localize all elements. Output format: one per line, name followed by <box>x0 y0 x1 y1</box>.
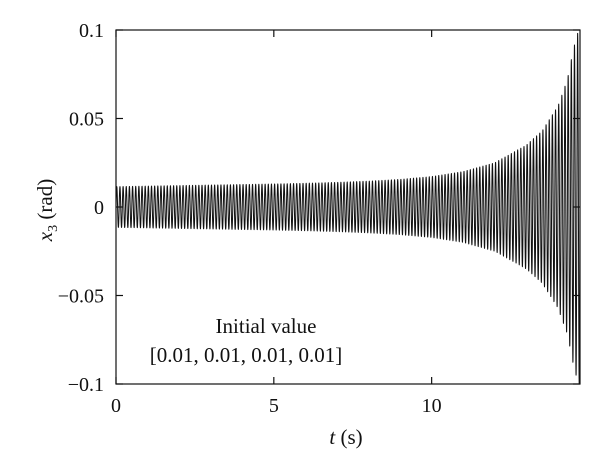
y-tick-labels: 0.1 0.05 0 −0.05 −0.1 <box>58 20 104 396</box>
x-tick-label: 0 <box>111 395 121 417</box>
y-tick-label: 0.05 <box>69 109 104 131</box>
x-tick-labels: 0 5 10 <box>111 395 442 417</box>
y-tick-label: −0.1 <box>68 374 104 396</box>
x3-signal-line <box>115 32 581 385</box>
annotation-initial-value: [0.01, 0.01, 0.01, 0.01] <box>150 343 343 367</box>
x-axis-label: t (s) <box>329 425 362 449</box>
x-tick-label: 10 <box>422 395 442 417</box>
y-tick-label: 0.1 <box>79 20 104 42</box>
y-axis-label: x3 (rad) <box>33 179 61 242</box>
plot-frame <box>115 29 581 385</box>
y-tick-label: 0 <box>94 197 104 219</box>
annotation-initial-value-title: Initial value <box>216 314 317 338</box>
y-tick-label: −0.05 <box>58 286 104 308</box>
x-tick-label: 5 <box>269 395 279 417</box>
